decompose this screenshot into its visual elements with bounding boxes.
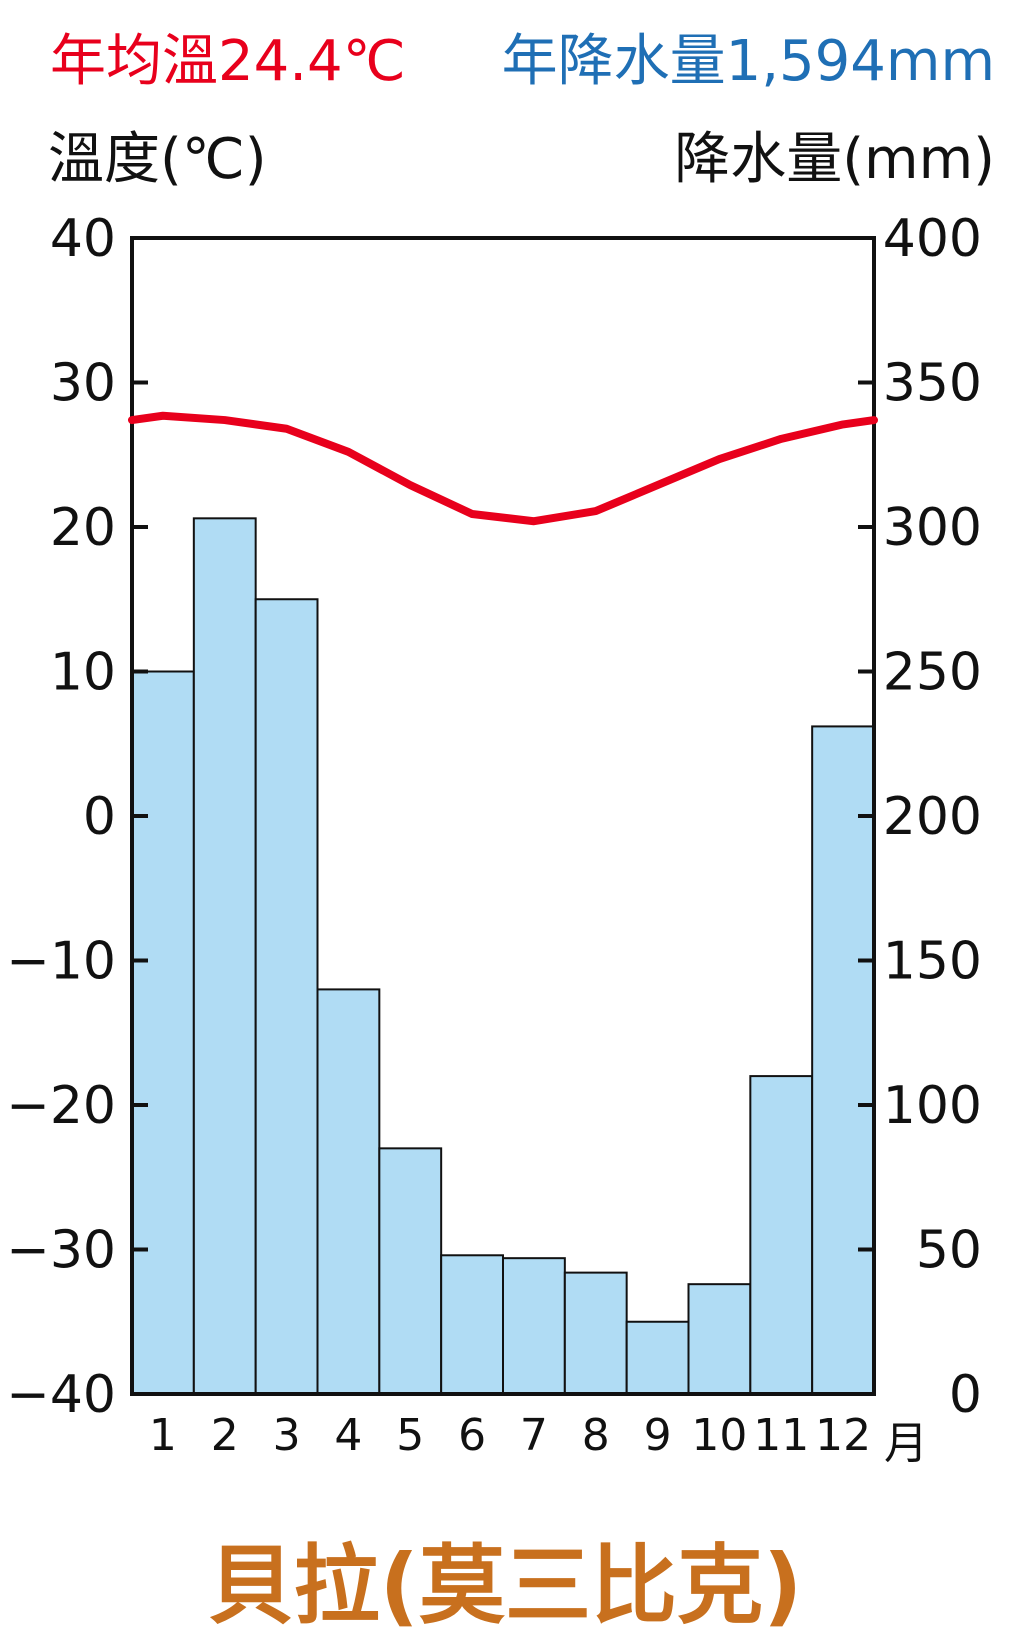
month-label-6: 6 xyxy=(458,1410,486,1461)
precip-tick-label: 400 xyxy=(883,209,982,269)
annual-precip-label: 年降水量1,594mm xyxy=(502,29,995,94)
precip-bar-10 xyxy=(687,1283,752,1396)
month-label-10: 10 xyxy=(691,1410,747,1461)
month-label-12: 12 xyxy=(815,1410,871,1461)
month-label-5: 5 xyxy=(396,1410,424,1461)
precip-tick-label: 50 xyxy=(916,1221,982,1281)
temp-tick-label: 40 xyxy=(50,209,116,269)
precip-tick-label: 300 xyxy=(883,498,982,558)
temp-tick-label: −10 xyxy=(6,932,116,992)
temp-tick-label: 20 xyxy=(50,498,116,558)
precip-tick-label: 350 xyxy=(883,354,982,414)
precipitation-bars xyxy=(131,517,876,1396)
precip-bar-9 xyxy=(625,1320,690,1395)
precip-axis-title: 降水量(mm) xyxy=(674,127,995,192)
temp-tick-label: 30 xyxy=(50,354,116,414)
temp-tick-label: −40 xyxy=(6,1365,116,1425)
month-label-9: 9 xyxy=(644,1410,672,1461)
precip-bar-6 xyxy=(440,1254,504,1396)
precipitation-tick-labels: 400 350 300 250 200 150 100 50 0 xyxy=(883,209,982,1425)
month-label-8: 8 xyxy=(582,1410,610,1461)
precip-bar-1 xyxy=(131,670,195,1395)
temperature-tick-labels: 40 30 20 10 0 −10 −20 −30 −40 xyxy=(6,209,116,1425)
precip-bar-12 xyxy=(811,725,876,1395)
precip-bar-4 xyxy=(316,988,381,1396)
temperature-line xyxy=(128,411,878,526)
precip-tick-label: 100 xyxy=(883,1076,982,1136)
precip-tick-label: 250 xyxy=(883,643,982,703)
precip-bar-11 xyxy=(749,1075,814,1395)
precip-bar-3 xyxy=(254,598,319,1395)
temp-tick-label: −20 xyxy=(6,1076,116,1136)
precip-bar-5 xyxy=(378,1147,443,1395)
month-tick-labels: 1 2 3 4 5 6 7 8 9 10 11 12 xyxy=(149,1410,871,1461)
month-label-2: 2 xyxy=(211,1410,239,1461)
temp-tick-label: 10 xyxy=(50,643,116,703)
month-label-11: 11 xyxy=(753,1410,809,1461)
temp-tick-label: −30 xyxy=(6,1221,116,1281)
precip-tick-label: 0 xyxy=(949,1365,982,1425)
annual-temp-label: 年均溫24.4℃ xyxy=(50,29,406,94)
precip-bar-8 xyxy=(563,1271,628,1395)
precip-bar-7 xyxy=(502,1257,566,1396)
station-title: 貝拉(莫三比克) xyxy=(208,1536,803,1636)
month-label-1: 1 xyxy=(149,1410,177,1461)
temp-tick-label: 0 xyxy=(83,787,116,847)
precip-tick-label: 150 xyxy=(883,932,982,992)
month-label-4: 4 xyxy=(334,1410,362,1461)
month-unit-label: 月 xyxy=(884,1418,928,1469)
temp-axis-title: 溫度(℃) xyxy=(48,127,267,192)
axis-ticks xyxy=(132,380,874,1252)
month-label-3: 3 xyxy=(273,1410,301,1461)
precip-bar-2 xyxy=(192,517,257,1395)
month-label-7: 7 xyxy=(520,1410,548,1461)
precip-tick-label: 200 xyxy=(883,787,982,847)
